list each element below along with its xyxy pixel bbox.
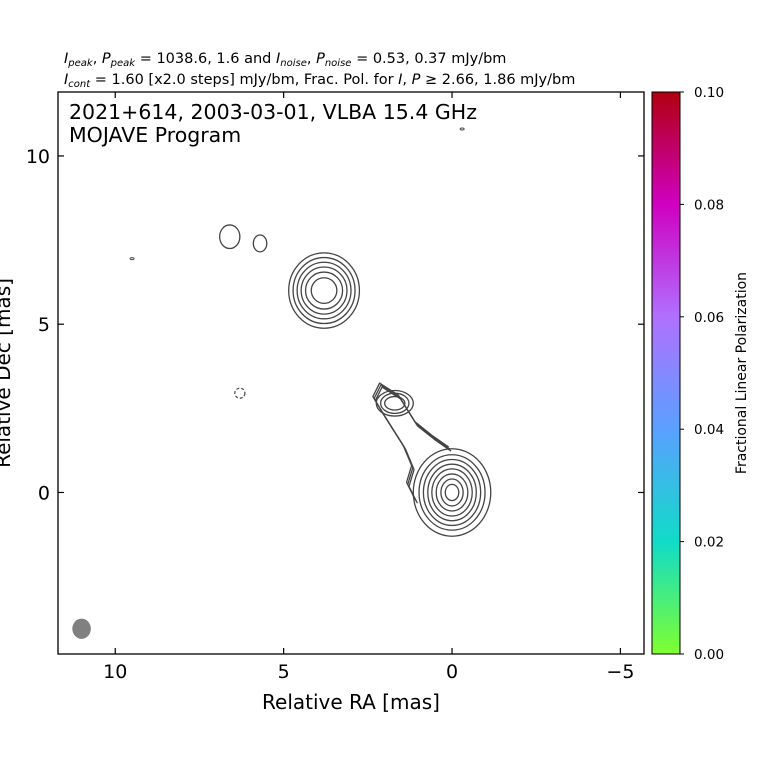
northern-component-contour [296,261,352,320]
plot-frame [57,91,645,655]
jet-contour [374,386,452,504]
colorbar-tick-label: 0.06 [694,310,724,326]
jet-knot-contour [379,392,410,415]
x-tick-label: −5 [606,661,634,683]
colorbar-ticks: 0.00 0.02 0.04 0.06 0.08 0.10 [680,85,724,663]
jet-contour [372,382,450,500]
contour-layer [72,127,492,639]
x-tick-label: 5 [278,661,290,683]
program-label: MOJAVE Program [69,123,241,147]
y-tick-label: 5 [38,314,50,336]
x-tick-label: 10 [103,661,127,683]
colorbar-label: Fractional Linear Polarization [734,272,750,474]
core-contour [444,483,460,502]
colorbar-tick-label: 0.10 [694,85,724,101]
y-axis-label: Relative Dec [mas] [0,278,15,468]
jet-knot-contour [375,389,414,417]
header-line-1: Ipeak, Ppeak = 1038.6, 1.6 and Inoise, P… [64,51,506,69]
colorbar-tick-label: 0.08 [694,197,724,213]
x-axis-label: Relative RA [mas] [262,690,440,714]
colorbar-tick-label: 0.00 [694,647,724,663]
jet-contour [373,384,451,502]
core-contour [418,454,486,531]
y-tick-label: 10 [26,146,50,168]
northern-component-contour [300,266,348,315]
core-contour [431,468,473,517]
x-tick-label: 0 [446,661,458,683]
blob-2-contour [252,234,268,253]
colorbar [651,91,681,655]
y-tick-label: 0 [38,482,50,504]
jet-knot-contour [384,395,406,411]
noise-speck [459,127,465,131]
core-contour [440,478,464,507]
colorbar-tick-label: 0.04 [694,422,724,438]
header-line-2: Icont = 1.60 [x2.0 steps] mJy/bm, Frac. … [64,72,575,90]
core-contour [427,463,477,522]
source-title: 2021+614, 2003-03-01, VLBA 15.4 GHz [69,100,477,124]
core-contour [412,448,492,537]
beam-ellipse [72,618,91,639]
core-contour [435,473,469,512]
northern-component-contour [288,252,361,329]
northern-component-contour [310,277,338,304]
northern-component-contour [304,271,344,310]
negative-contour [234,387,246,399]
colorbar-tick-label: 0.02 [694,535,724,551]
axis-layer: 10 5 0 −5 10 5 0 [26,92,644,683]
noise-speck [129,257,135,261]
blob-1-contour [219,224,241,250]
core-contour [422,458,482,527]
northern-component-contour [292,256,356,325]
